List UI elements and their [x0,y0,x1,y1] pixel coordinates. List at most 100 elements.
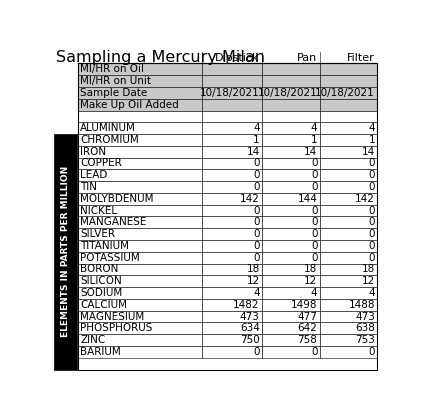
Text: MOLYBDENUM: MOLYBDENUM [80,194,154,204]
Text: 0: 0 [311,206,317,216]
Text: 473: 473 [355,311,375,322]
Text: BORON: BORON [80,264,118,274]
Text: 758: 758 [298,335,317,345]
Text: 477: 477 [298,311,317,322]
Text: 10/18/2021: 10/18/2021 [200,88,260,98]
Text: COPPER: COPPER [80,158,122,168]
Bar [320,287,377,299]
Bar [262,146,320,158]
Bar [78,99,202,111]
Bar [320,216,377,228]
Text: 12: 12 [246,276,260,286]
Text: 142: 142 [355,194,375,204]
Text: 18: 18 [246,264,260,274]
Text: 144: 144 [298,194,317,204]
Bar [202,228,262,240]
Bar [78,252,202,264]
Bar [262,252,320,264]
Bar [262,193,320,205]
Bar [320,205,377,216]
Bar [262,205,320,216]
Text: 0: 0 [368,229,375,239]
Text: 18: 18 [362,264,375,274]
Text: 0: 0 [311,229,317,239]
Text: 0: 0 [368,217,375,227]
Bar [78,111,202,122]
Text: 0: 0 [253,170,260,180]
Bar [78,299,202,311]
Bar [202,205,262,216]
Bar [262,75,320,87]
Bar [78,311,202,322]
Text: 0: 0 [311,170,317,180]
Bar [202,158,262,169]
Bar [320,193,377,205]
Text: 1482: 1482 [233,300,260,310]
Bar [262,181,320,193]
Text: 4: 4 [368,288,375,298]
Bar [202,322,262,334]
Bar [320,75,377,87]
Text: 0: 0 [311,217,317,227]
Bar [320,322,377,334]
Bar [320,111,377,122]
Text: MAGNESIUM: MAGNESIUM [80,311,144,322]
Text: 1: 1 [253,135,260,145]
Text: 4: 4 [311,288,317,298]
Text: CALCIUM: CALCIUM [80,300,127,310]
Bar [202,146,262,158]
Text: PHOSPHORUS: PHOSPHORUS [80,323,152,333]
Bar [78,346,202,358]
Bar [202,75,262,87]
Text: 12: 12 [304,276,317,286]
Bar [320,181,377,193]
Text: 0: 0 [368,347,375,357]
Bar [78,287,202,299]
Bar [202,334,262,346]
Bar [262,275,320,287]
Bar [262,158,320,169]
Bar [202,264,262,275]
Bar [202,252,262,264]
Text: CHROMIUM: CHROMIUM [80,135,139,145]
Text: 638: 638 [355,323,375,333]
Bar [202,216,262,228]
Bar [320,122,377,134]
Text: 0: 0 [311,347,317,357]
Text: ZINC: ZINC [80,335,105,345]
Text: MANGANESE: MANGANESE [80,217,147,227]
Bar [78,146,202,158]
Text: BARIUM: BARIUM [80,347,121,357]
Bar [78,334,202,346]
Bar [78,75,202,87]
Bar [320,299,377,311]
Text: SODIUM: SODIUM [80,288,122,298]
Bar [78,240,202,252]
Text: 142: 142 [240,194,260,204]
Bar [320,87,377,99]
Bar [262,264,320,275]
Bar [202,299,262,311]
Text: ELEMENTS IN PARTS PER MILLION: ELEMENTS IN PARTS PER MILLION [61,166,70,337]
Text: 0: 0 [311,241,317,251]
Bar [202,311,262,322]
Text: 4: 4 [368,123,375,133]
Text: 10/18/2021: 10/18/2021 [258,88,317,98]
Bar [262,216,320,228]
Bar [202,275,262,287]
Bar [262,63,320,75]
Bar [202,63,262,75]
Bar [262,99,320,111]
Text: 1: 1 [368,135,375,145]
Bar [262,287,320,299]
Bar [202,99,262,111]
Bar [320,63,377,75]
Bar [262,134,320,146]
Text: 642: 642 [298,323,317,333]
Bar [262,240,320,252]
Bar [78,205,202,216]
Text: ALUMINUM: ALUMINUM [80,123,136,133]
Bar [202,134,262,146]
Text: Filter: Filter [347,53,375,63]
Text: LEAD: LEAD [80,170,107,180]
